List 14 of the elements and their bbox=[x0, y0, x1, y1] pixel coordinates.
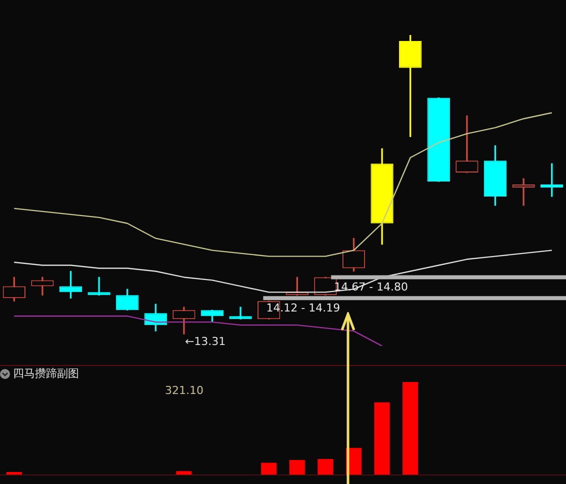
chart-title: 四马攒蹄副图 bbox=[13, 366, 79, 381]
bar bbox=[261, 462, 277, 475]
candlestick bbox=[229, 306, 252, 320]
bar bbox=[318, 459, 334, 475]
candlestick bbox=[512, 178, 535, 206]
bar bbox=[289, 460, 305, 475]
bar bbox=[6, 472, 22, 475]
candlestick bbox=[456, 115, 478, 173]
candlestick bbox=[88, 276, 110, 296]
bar bbox=[176, 471, 192, 475]
bar bbox=[374, 402, 390, 475]
text: ←13.31 bbox=[184, 334, 226, 348]
annotation: 321.10 bbox=[165, 384, 204, 397]
bar bbox=[402, 382, 418, 475]
